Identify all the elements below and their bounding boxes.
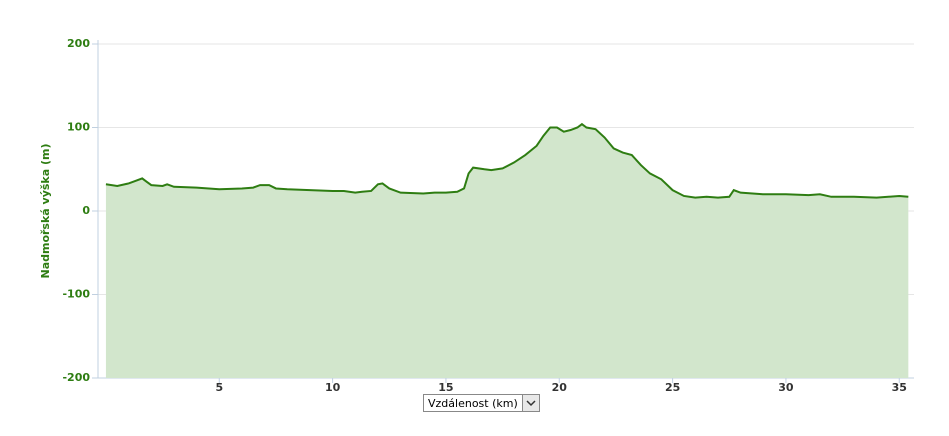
x-tick-label: 10 [325,381,341,394]
y-tick-label: 100 [67,121,90,134]
y-tick-label: -200 [62,371,90,384]
x-tick-label: 15 [438,381,453,394]
x-tick-label: 20 [552,381,568,394]
selector-text: Vzdálenost (km) [428,396,518,410]
x-tick-label: 30 [778,381,794,394]
arrow-icon [526,400,536,407]
dropdown-arrow[interactable] [521,395,539,411]
y-axis-label: Nadmořská výška (m) [39,143,52,278]
x-axis-selector[interactable]: Vzdálenost (km) [423,394,540,412]
y-tick-label: -100 [62,288,90,301]
y-tick-label: 0 [82,204,90,217]
x-tick-label: 35 [892,381,907,394]
line [105,122,909,199]
x-tick-label: 5 [215,381,223,394]
area [105,124,909,378]
x-tick-label: 25 [665,381,680,394]
y-tick-label: 200 [67,37,90,50]
